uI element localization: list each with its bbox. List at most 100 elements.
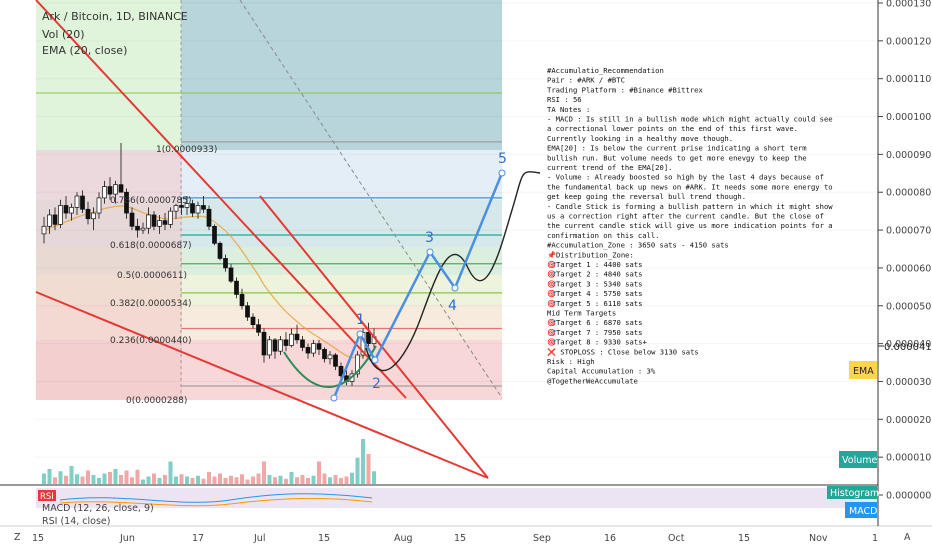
volume-bar [273,477,277,484]
volume-bar [245,479,250,484]
candle-body [74,195,80,208]
volume-bar [251,476,255,484]
volume-bar [42,473,46,484]
x-tick-label: Oct [668,533,685,544]
volume-bar [157,478,162,484]
candle-body [69,207,74,214]
candle-body [217,242,223,259]
candles [41,143,377,387]
candle-body [223,258,228,269]
candle-body [261,331,267,356]
volume-bar [201,478,206,484]
candle-body [168,210,173,225]
candle-body [151,214,157,227]
candle-body [184,203,190,208]
note-line: Capital Accumulation : 3% [547,367,656,376]
volume-bar [168,461,173,484]
volume-bar [108,472,112,484]
fib-label-786: 0.786(0.0000785) [110,196,191,206]
volume-bar [124,470,129,484]
volume-bar [91,475,96,484]
volume-bar [234,477,239,484]
candle-body [113,184,118,195]
wave-label-2: 2 [372,376,381,392]
volume-bar [223,478,228,484]
fib-labels: 1(0.0000933) 0.786(0.0000785) 0.618(0.00… [110,145,217,406]
wave-dot [356,330,364,338]
wave-path [332,172,504,399]
candle-body [91,212,96,220]
volume-bar [328,477,332,484]
volume-badge-text: Volume [842,455,877,466]
volume-bar [240,474,244,484]
fib-label-236: 0.236(0.0000440) [110,336,191,346]
volume-bar [300,475,305,484]
volume-bar [53,477,57,484]
time-axis-right-icon[interactable]: A [904,532,911,543]
note-line: Pair : #ARK / #BTC [547,76,625,85]
volume-bar [179,474,184,484]
candle-body [322,348,327,360]
candle-body [239,294,245,307]
x-tick-label: 15 [738,533,750,544]
candle-body [85,208,91,220]
volume-bar [80,476,85,484]
note-line: bullish run. But volume needs to get mor… [547,153,807,162]
volume-bar [196,475,200,484]
note-line: 📌Distribution_Zone: [547,250,634,259]
wave-dot [330,394,338,402]
volume-bar [317,461,321,484]
time-axis-left-icon[interactable]: Z [14,532,21,543]
volume-bar [163,475,167,484]
wedge-upper-line [35,0,407,399]
note-line: - MACD : Is still in a bullish mode whic… [547,115,833,124]
histogram-badge[interactable] [827,486,877,499]
volume-bar [146,476,151,484]
note-line: current trend of the EMA[20]. [547,163,673,172]
candle-body [267,339,272,356]
candle-body [201,205,206,210]
volume-badge[interactable] [839,451,877,468]
note-line: TA Notes : [547,105,590,114]
candle-body [366,331,371,344]
candle-body [135,225,140,231]
candle-body [234,280,239,295]
dashed-trendline [239,0,503,399]
rsi-label: RSI (14, close) [42,516,110,527]
macd-badge[interactable] [845,502,877,518]
x-axis-ticks: 15 Jun 17 Jul 15 Aug 15 Sep 16 Oct 15 Nov 1 [32,533,878,544]
fib-label-0: 0(0.0000288) [126,396,187,406]
volume-bar [75,474,79,484]
symbol-title: Ark / Bitcoin, 1D, BINANCE [42,10,188,23]
current-price-label: 0.0000418 [884,342,932,353]
x-tick-label: 16 [604,533,616,544]
volume-bar [185,476,189,484]
candle-body [278,339,283,352]
candle-body [80,195,85,210]
x-tick-label: Aug [394,533,413,544]
wave-label-3: 3 [425,230,434,246]
rsi-chip[interactable] [38,490,56,501]
volume-bar [190,478,195,484]
candle-body [316,343,322,350]
candle-body [195,205,201,214]
candle-body [311,343,316,354]
wedge-lower-line [35,291,489,479]
x-tick-label: Nov [809,533,828,544]
note-line: Mid Term Targets [547,309,616,318]
ema-badge-text: EMA [853,366,874,377]
ema-badge[interactable] [849,361,877,379]
volume-bar [119,475,123,484]
wave-dot [451,284,459,292]
note-line: confirmation on this call. [547,231,660,240]
candle-body [294,333,300,341]
